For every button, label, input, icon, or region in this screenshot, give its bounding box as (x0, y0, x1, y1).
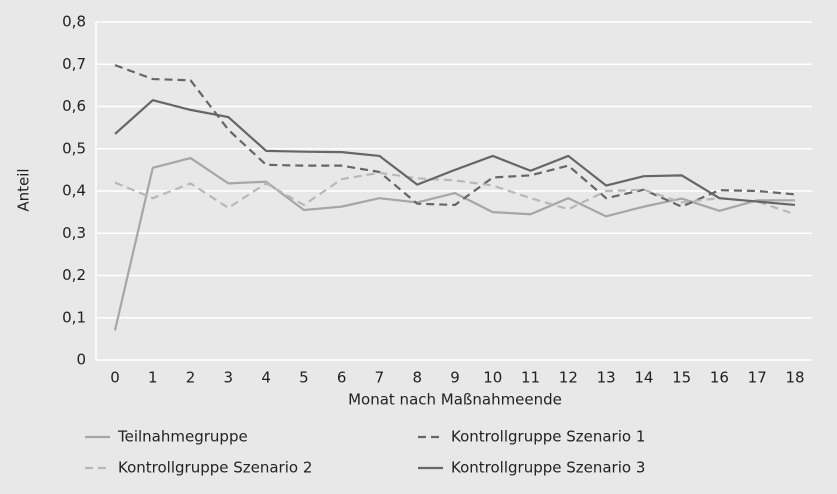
x-tick-label: 15 (672, 369, 691, 387)
x-tick-label: 17 (748, 369, 767, 387)
y-tick-label: 0,4 (62, 182, 86, 200)
x-tick-label: 10 (483, 369, 502, 387)
series-line (114, 64, 796, 208)
x-tick-label: 8 (412, 369, 422, 387)
x-tick-label: 0 (110, 369, 120, 387)
x-tick-label: 14 (634, 369, 653, 387)
series-line (114, 171, 796, 216)
y-tick-label: 0,3 (62, 224, 86, 242)
y-axis-label: Anteil (15, 168, 33, 211)
y-tick-label: 0,6 (62, 97, 86, 115)
legend-label: Teilnahmegruppe (117, 428, 248, 446)
series-line (114, 99, 796, 207)
y-tick-label: 0,5 (62, 139, 86, 157)
x-tick-label: 1 (148, 369, 158, 387)
y-tick-label: 0,1 (62, 308, 86, 326)
x-tick-label: 11 (521, 369, 540, 387)
x-tick-label: 16 (710, 369, 729, 387)
x-tick-label: 12 (559, 369, 578, 387)
x-axis-label: Monat nach Maßnahmeende (348, 391, 562, 409)
legend-label: Kontrollgruppe Szenario 2 (118, 459, 312, 477)
legend-label: Kontrollgruppe Szenario 3 (451, 459, 645, 477)
x-tick-label: 9 (450, 369, 460, 387)
x-tick-label: 13 (597, 369, 616, 387)
x-tick-label: 4 (261, 369, 271, 387)
x-tick-label: 3 (224, 369, 234, 387)
x-tick-label: 2 (186, 369, 196, 387)
legend-label: Kontrollgruppe Szenario 1 (451, 428, 645, 446)
y-tick-label: 0,2 (62, 266, 86, 284)
y-tick-label: 0,8 (62, 13, 86, 31)
y-tick-label: 0 (76, 351, 86, 369)
y-tick-label: 0,7 (62, 55, 86, 73)
x-tick-label: 5 (299, 369, 309, 387)
x-tick-label: 6 (337, 369, 347, 387)
x-tick-label: 18 (785, 369, 804, 387)
x-tick-label: 7 (375, 369, 385, 387)
series-line (113, 156, 795, 331)
